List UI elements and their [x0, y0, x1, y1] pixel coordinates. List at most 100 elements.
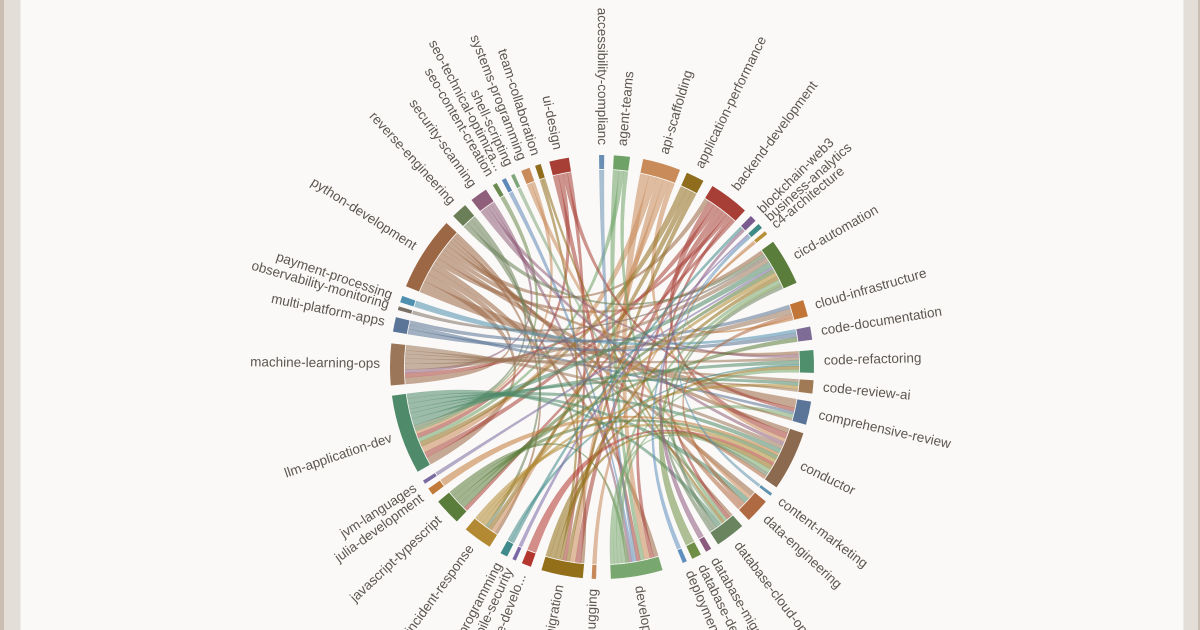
- arc-ui-design[interactable]: [549, 157, 572, 176]
- arc-code-documentation[interactable]: [796, 326, 813, 342]
- arc-jvm-languages[interactable]: [423, 473, 437, 484]
- arc-security-scanning[interactable]: [471, 189, 494, 211]
- arc-application-performance[interactable]: [681, 172, 704, 194]
- arc-observability-monitoring[interactable]: [397, 306, 413, 314]
- ribbon-data-engineering-to-conductor[interactable]: [676, 428, 767, 510]
- arc-c4-architecture[interactable]: [754, 231, 768, 243]
- label-framework-migration: framework-migration: [528, 583, 566, 630]
- arc-agent-teams[interactable]: [613, 155, 631, 171]
- arc-machine-learning-ops[interactable]: [390, 343, 406, 386]
- label-conductor: conductor: [798, 458, 858, 498]
- arc-backend-development[interactable]: [705, 186, 745, 221]
- ribbon-code-review-ai-to-comprehensive-review[interactable]: [698, 382, 799, 421]
- arc-conductor[interactable]: [764, 428, 804, 488]
- arc-blockchain-web3[interactable]: [741, 216, 756, 231]
- ribbon-developer-essentials-to-comprehensive-review[interactable]: [619, 404, 794, 564]
- ribbon-cloud-infrastructure-to-c4-architecture[interactable]: [686, 241, 794, 334]
- arc-seo-technical-optimization[interactable]: [501, 178, 513, 193]
- arc-cicd-automation[interactable]: [761, 241, 797, 289]
- arc-functional-programming[interactable]: [500, 540, 514, 557]
- label-api-scaffolding: api-scaffolding: [657, 68, 696, 156]
- arc-seo-content-creation[interactable]: [492, 183, 504, 198]
- label-accessibility-compliance: accessibility-complianc: [595, 8, 610, 146]
- arc-distributed-debugging[interactable]: [591, 564, 597, 579]
- arc-api-scaffolding[interactable]: [640, 159, 681, 183]
- ribbon-backend-development-to-llm-application-dev[interactable]: [424, 204, 720, 458]
- label-cicd-automation: cicd-automation: [790, 202, 880, 262]
- window-edge-right: [1198, 0, 1200, 630]
- arc-business-analytics[interactable]: [748, 224, 762, 238]
- arc-systems-programming[interactable]: [521, 167, 535, 184]
- ribbon-content-marketing-to-business-analytics[interactable]: [677, 236, 761, 488]
- arc-code-review-ai[interactable]: [798, 379, 814, 394]
- ribbon-multi-platform-apps-to-cloud-infrastructure[interactable]: [409, 304, 791, 343]
- ribbon-systems-programming-to-data-engineering[interactable]: [526, 182, 752, 499]
- ribbon-deployment-strategies-to-business-analytics[interactable]: [651, 235, 751, 550]
- arc-javascript-typescript[interactable]: [438, 492, 467, 522]
- group-arcs: [390, 154, 815, 579]
- arc-payment-processing[interactable]: [400, 295, 416, 307]
- ribbon-machine-learning-ops-to-conductor[interactable]: [405, 344, 784, 450]
- label-code-refactoring: code-refactoring: [824, 350, 922, 368]
- ribbon-frontend-mobile-development-to-conductor[interactable]: [527, 429, 775, 553]
- arc-shell-scripting[interactable]: [511, 173, 521, 189]
- arc-database-cloud-optimization[interactable]: [710, 515, 743, 545]
- ribbon-data-engineering-to-cloud-infrastructure[interactable]: [682, 313, 794, 507]
- ribbon-database-design-to-cicd-automation[interactable]: [658, 283, 782, 546]
- ribbon-ui-design-to-comprehensive-review[interactable]: [562, 172, 795, 412]
- ribbon-incident-response-to-conductor[interactable]: [475, 424, 777, 522]
- arc-multi-platform-apps[interactable]: [392, 317, 410, 334]
- ribbon-reverse-engineering-to-incident-response[interactable]: [466, 219, 542, 529]
- ribbon-javascript-typescript-to-conductor[interactable]: [452, 419, 779, 501]
- ribbon-framework-migration-to-conductor[interactable]: [549, 431, 774, 559]
- arc-deployment-strategies[interactable]: [677, 548, 687, 564]
- ribbon-seo-content-creation-to-llm-application-dev[interactable]: [414, 195, 538, 432]
- arc-incident-response[interactable]: [465, 518, 498, 547]
- ribbon-distributed-debugging-to-c4-architecture[interactable]: [592, 240, 755, 565]
- window-edge-left: [0, 0, 4, 630]
- arc-data-engineering[interactable]: [739, 492, 766, 521]
- ribbon-julia-development-to-conductor[interactable]: [440, 415, 780, 486]
- arc-developer-essentials[interactable]: [610, 556, 663, 579]
- arc-accessibility-compliance[interactable]: [599, 154, 605, 170]
- arc-content-marketing[interactable]: [759, 485, 773, 496]
- arc-llm-application-dev[interactable]: [391, 393, 430, 472]
- label-developer-essentials: developer-essentials: [632, 585, 667, 630]
- arc-reverse-engineering[interactable]: [453, 205, 475, 227]
- arc-team-collaboration[interactable]: [535, 164, 545, 180]
- ribbon-functional-programming-to-code-refactoring[interactable]: [507, 364, 800, 542]
- ribbon-frontend-mobile-security-to-business-analytics[interactable]: [518, 233, 749, 548]
- arc-julia-development[interactable]: [428, 480, 444, 495]
- ribbon-ui-design-to-llm-application-dev[interactable]: [416, 173, 570, 439]
- ribbon-team-collaboration-to-database-cloud-optimization[interactable]: [542, 178, 725, 524]
- ribbon-observability-monitoring-to-cicd-automation[interactable]: [411, 255, 767, 332]
- arc-frontend-mobile-security[interactable]: [512, 546, 522, 561]
- arc-cloud-infrastructure[interactable]: [789, 300, 808, 320]
- label-code-documentation: code-documentation: [820, 304, 943, 338]
- ribbon-security-scanning-to-machine-learning-ops[interactable]: [404, 201, 533, 374]
- ribbon-shell-scripting-to-database-cloud-optimization[interactable]: [517, 187, 723, 525]
- ribbon-api-scaffolding-to-llm-application-dev[interactable]: [421, 175, 658, 453]
- ribbon-systems-programming-to-llm-application-dev[interactable]: [415, 181, 553, 435]
- ribbon-developer-essentials-to-conductor[interactable]: [609, 434, 771, 565]
- ribbon-developer-essentials-to-code-refactoring[interactable]: [613, 369, 800, 564]
- ribbon-ui-design-to-framework-migration[interactable]: [562, 172, 586, 562]
- ribbon-llm-application-dev-to-database-cloud-optimization[interactable]: [406, 389, 721, 528]
- arc-comprehensive-review[interactable]: [792, 399, 812, 425]
- ribbon-reverse-engineering-to-llm-application-dev[interactable]: [413, 216, 527, 430]
- arc-python-development[interactable]: [405, 222, 457, 292]
- label-machine-learning-ops: machine-learning-ops: [250, 354, 380, 371]
- ribbon-team-collaboration-to-framework-migration[interactable]: [539, 178, 579, 561]
- ribbon-database-cloud-optimization-to-cicd-automation[interactable]: [670, 285, 784, 530]
- ribbon-database-migrations-to-blockchain-web3[interactable]: [659, 228, 746, 539]
- ribbon-backend-development-to-machine-learning-ops[interactable]: [404, 214, 731, 378]
- ribbon-jvm-languages-to-cicd-automation[interactable]: [435, 266, 774, 476]
- ribbon-security-scanning-to-conductor[interactable]: [480, 208, 785, 446]
- arc-code-refactoring[interactable]: [799, 349, 815, 373]
- arc-database-migrations[interactable]: [699, 536, 712, 552]
- arc-frontend-mobile-development[interactable]: [521, 550, 536, 567]
- arc-framework-migration[interactable]: [541, 556, 585, 579]
- ribbon-javascript-typescript-to-developer-essentials[interactable]: [449, 443, 630, 563]
- arc-database-design[interactable]: [686, 542, 701, 559]
